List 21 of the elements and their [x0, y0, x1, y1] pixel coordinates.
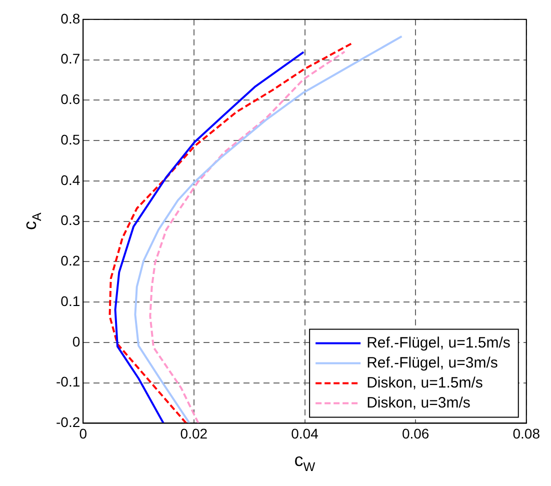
- y-tick-label: -0.1: [56, 374, 80, 390]
- legend-label: Diskon, u=1.5m/s: [366, 374, 483, 392]
- y-tick-label: 0.6: [60, 91, 80, 108]
- x-tick-label: 0.06: [402, 425, 430, 442]
- legend-label: Ref.-Flügel, u=3m/s: [366, 354, 498, 372]
- y-tick-label: 0.4: [60, 172, 80, 188]
- line-series: [149, 50, 346, 424]
- y-tick-label: 0.8: [60, 10, 80, 26]
- y-tick-label: 0.1: [60, 292, 80, 309]
- legend-label: Diskon, u=3m/s: [366, 394, 470, 412]
- x-tick-label: 0.08: [512, 425, 540, 442]
- y-tick-label: -0.2: [56, 414, 80, 430]
- y-tick-label: 0.3: [60, 212, 80, 228]
- y-tick-label: 0.5: [60, 131, 80, 148]
- y-tick-label: 0.7: [60, 50, 80, 67]
- y-tick-label: 0.2: [60, 252, 80, 269]
- y-tick-label: 0: [72, 333, 80, 350]
- x-tick-label: 0.02: [180, 425, 208, 442]
- x-tick-label: 0.04: [291, 425, 319, 442]
- legend-label: Ref.-Flügel, u=1.5m/s: [366, 334, 510, 352]
- y-axis-title: cA: [20, 212, 44, 230]
